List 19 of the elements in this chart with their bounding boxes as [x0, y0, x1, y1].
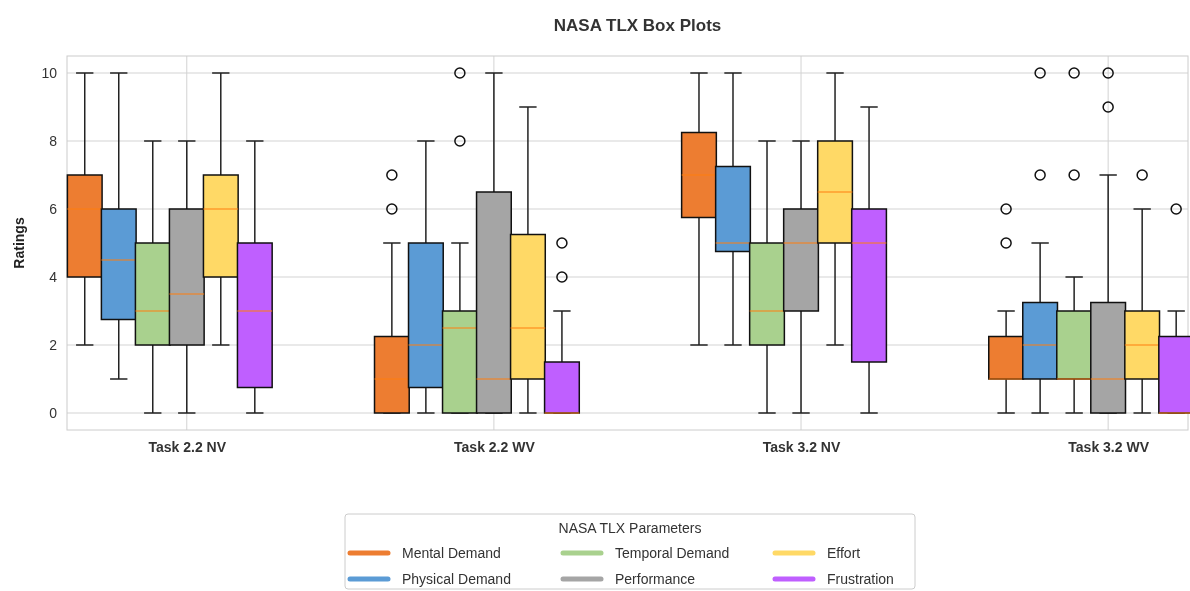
x-tick-label: Task 2.2 WV — [454, 438, 536, 455]
y-tick-label: 0 — [49, 404, 58, 421]
x-tick-label: Task 2.2 NV — [148, 438, 227, 455]
legend-label: Physical Demand — [402, 571, 511, 587]
y-tick-label: 8 — [49, 132, 58, 149]
legend-label: Frustration — [827, 571, 894, 587]
legend-label: Effort — [827, 545, 861, 561]
legend-label: Mental Demand — [402, 545, 501, 561]
x-tick-label: Task 3.2 NV — [762, 438, 841, 455]
y-tick-label: 4 — [49, 268, 58, 285]
y-tick-label: 6 — [49, 200, 58, 217]
legend-title: NASA TLX Parameters — [558, 520, 702, 536]
y-tick-label: 10 — [41, 64, 58, 81]
chart-title: NASA TLX Box Plots — [553, 16, 722, 35]
y-tick-label: 2 — [49, 336, 58, 353]
y-axis-title: Ratings — [11, 217, 27, 269]
legend-label: Temporal Demand — [615, 545, 730, 561]
x-tick-label: Task 3.2 WV — [1068, 438, 1150, 455]
legend-label: Performance — [615, 571, 696, 587]
